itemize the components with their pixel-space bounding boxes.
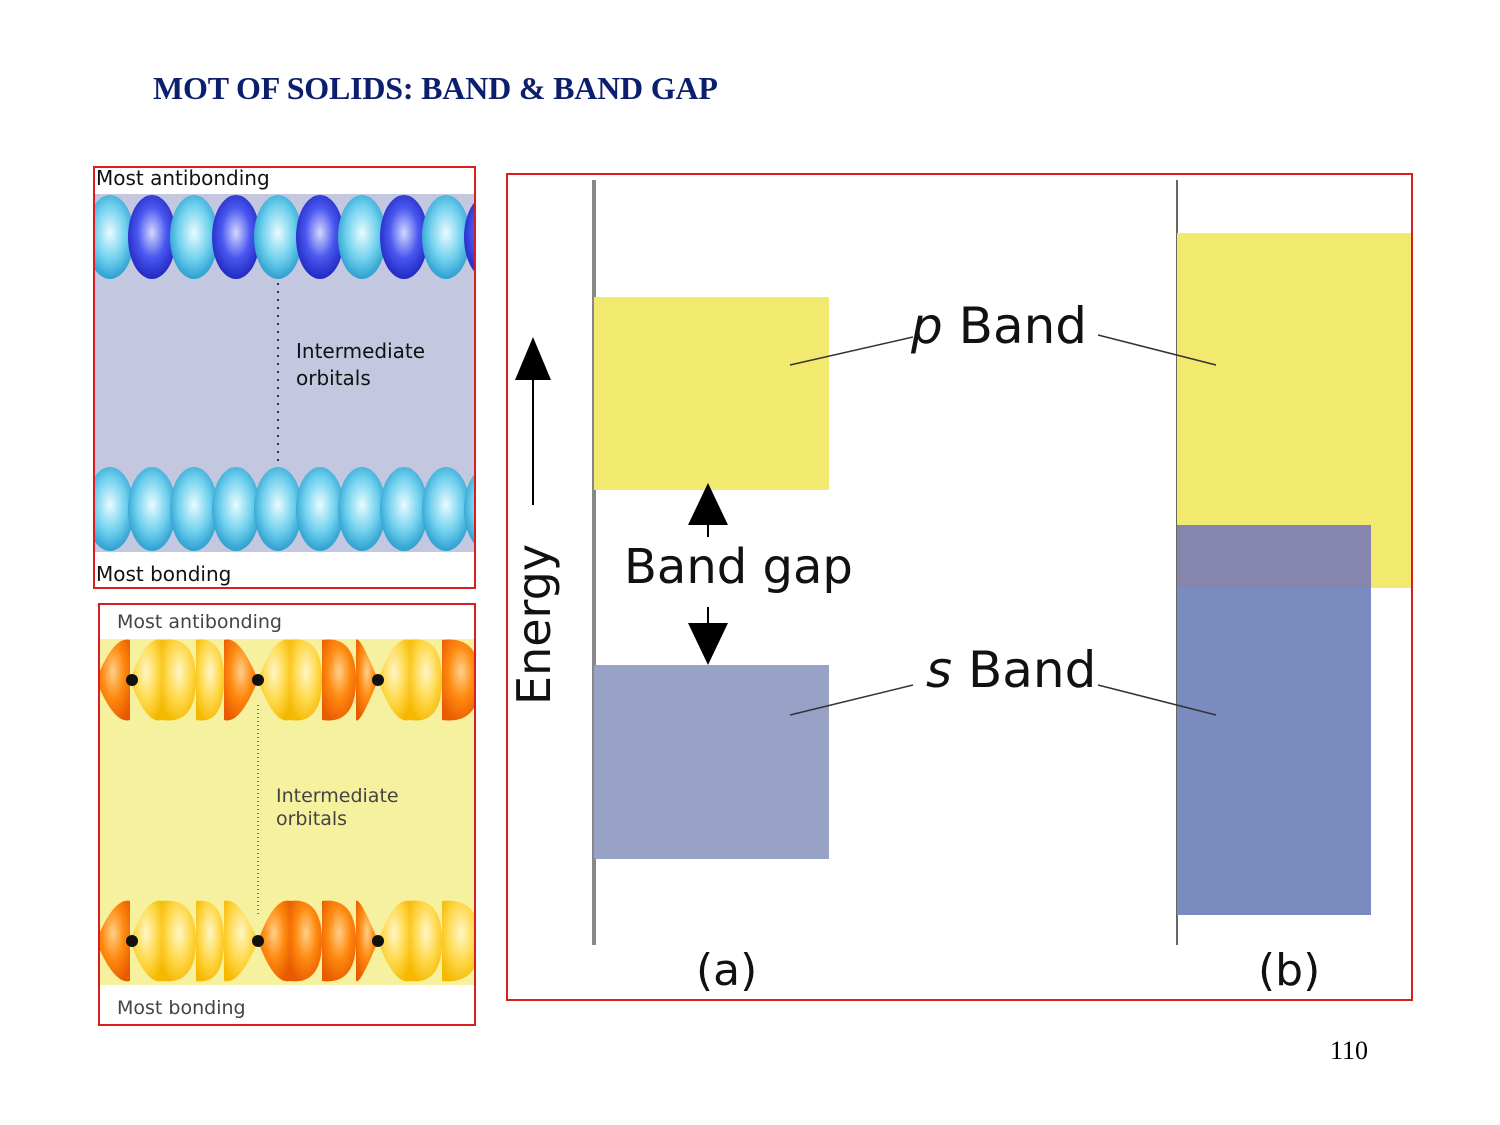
p-leader-a (789, 336, 914, 366)
intermediate-label-line1: Intermediate (296, 339, 426, 363)
band-diagram-graphic (515, 180, 1411, 945)
intermediate-label-line2: orbitals (296, 366, 371, 390)
energy-arrow-head (515, 337, 551, 380)
p-leader-b (1097, 334, 1217, 366)
s-band-letter: s (926, 641, 953, 699)
antibonding-p-row (100, 639, 474, 721)
band-diagram-panel: Energy p Band Band gap s Band (a) (b) (506, 173, 1413, 1001)
most-bonding-label: Most bonding (96, 562, 232, 586)
case-a-label: (a) (696, 945, 758, 996)
p-band-word: Band (958, 297, 1088, 355)
s-leader-b (1097, 684, 1217, 716)
band-gap-arrow-up (688, 483, 728, 525)
s-leader-a (789, 684, 914, 716)
p-orbital-chain-panel: Most antibonding Intermediate orbitals M… (98, 603, 476, 1026)
slide-title: MOT OF SOLIDS: BAND & BAND GAP (153, 70, 718, 106)
s-band-label: s Band (926, 641, 1096, 699)
bonding-orbital-row (95, 467, 474, 551)
s-band-word: Band (967, 641, 1097, 699)
intermediate-label-line2: orbitals (276, 808, 348, 830)
energy-axis-label: Energy (507, 543, 561, 705)
band-gap-arrow-down (688, 623, 728, 665)
most-bonding-label: Most bonding (117, 997, 246, 1019)
p-orbital-chain-illustration (100, 605, 474, 1024)
case-b-label: (b) (1258, 945, 1321, 996)
bonding-p-row (100, 900, 474, 982)
intermediate-label-line1: Intermediate (276, 785, 399, 807)
band-overlap-b (1177, 525, 1371, 588)
antibonding-orbital-row (95, 195, 474, 279)
s-orbital-chain-illustration (95, 168, 474, 587)
most-antibonding-label: Most antibonding (117, 611, 282, 633)
s-orbital-chain-panel: Most antibonding Intermediate orbitals M… (93, 166, 476, 589)
s-band-a (594, 665, 829, 859)
p-band-letter: p (911, 297, 943, 355)
page-number: 110 (1330, 1036, 1369, 1065)
p-band-a (594, 297, 829, 490)
p-band-label: p Band (911, 297, 1087, 355)
s-band-b (1177, 588, 1371, 915)
most-antibonding-label: Most antibonding (96, 166, 270, 190)
band-gap-label: Band gap (624, 539, 853, 595)
